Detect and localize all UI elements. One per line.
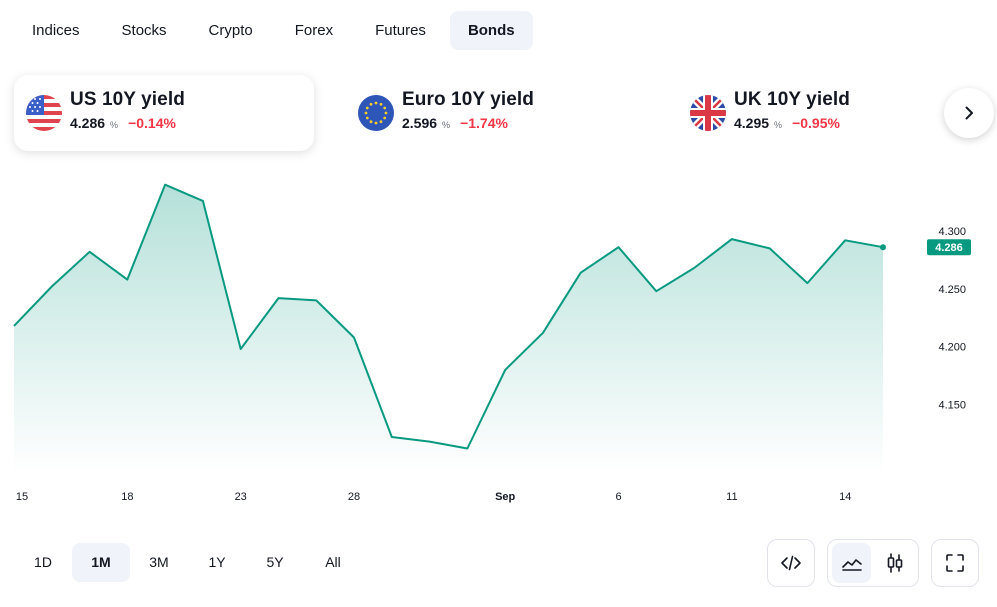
ticker-value: 4.295 [734, 115, 770, 131]
tab-stocks[interactable]: Stocks [121, 22, 167, 39]
carousel-next-button[interactable] [944, 88, 994, 138]
ticker-unit: % [774, 120, 783, 130]
ticker-euro-10y[interactable]: Euro 10Y yield 2.596 % −1.74% [346, 75, 646, 151]
x-tick-label: 11 [726, 491, 737, 503]
tab-forex[interactable]: Forex [294, 22, 334, 39]
uk-flag-icon [690, 95, 726, 131]
market-tabs: Indices Stocks Crypto Forex Futures Bond… [14, 11, 533, 50]
area-chart-button[interactable] [832, 543, 871, 583]
x-tick-label: 15 [16, 491, 28, 503]
x-tick-label: 18 [121, 491, 133, 503]
y-tick-label: 4.250 [938, 284, 966, 296]
data-point [880, 244, 886, 251]
range-3m[interactable]: 3M [149, 554, 169, 570]
range-1y[interactable]: 1Y [208, 554, 226, 570]
candles-chart-button[interactable] [875, 543, 914, 583]
ticker-name: UK 10Y yield [734, 89, 850, 110]
x-tick-label: 28 [348, 491, 360, 503]
ticker-value: 4.286 [70, 115, 106, 131]
ticker-value: 2.596 [402, 115, 438, 131]
chart-style-group [827, 539, 919, 587]
y-tick-label: 4.200 [938, 342, 966, 354]
ticker-name: US 10Y yield [70, 89, 185, 110]
ticker-change: −0.14% [128, 115, 176, 131]
yield-chart[interactable]: 15 18 23 28 Sep 6 11 14 4.300 4.250 4.200 4.150 4.… [0, 0, 997, 530]
series-line [13, 183, 884, 450]
ticker-uk-10y[interactable]: UK 10Y yield 4.295 % −0.95% [678, 75, 954, 151]
range-all[interactable]: All [325, 554, 341, 570]
tab-bonds[interactable]: Bonds [449, 11, 533, 50]
embed-button[interactable] [771, 543, 811, 583]
x-tick-label: 14 [839, 491, 851, 503]
eu-flag-icon [358, 95, 394, 131]
x-tick-label: 23 [235, 491, 247, 503]
ticker-us-10y[interactable]: US 10Y yield 4.286 % −0.14% [14, 75, 314, 151]
range-5y[interactable]: 5Y [266, 554, 284, 570]
ticker-change: −0.95% [792, 115, 840, 131]
fullscreen-tool-group [931, 539, 979, 587]
ticker-name: Euro 10Y yield [402, 89, 534, 110]
tab-futures[interactable]: Futures [375, 22, 426, 39]
range-1d[interactable]: 1D [34, 554, 52, 570]
ticker-unit: % [110, 120, 119, 130]
chevron-right-icon [965, 106, 973, 120]
fullscreen-button[interactable] [935, 543, 975, 583]
ticker-carousel: US 10Y yield 4.286 % −0.14% Euro 10Y yie… [14, 75, 954, 151]
x-tick-label: Sep [495, 491, 515, 503]
embed-tool-group [767, 539, 815, 587]
x-tick-label: 6 [615, 491, 621, 503]
code-embed-icon [781, 555, 801, 571]
area-chart-icon [841, 559, 862, 571]
last-value-badge [927, 239, 971, 256]
fullscreen-icon [946, 554, 964, 572]
tab-indices[interactable]: Indices [32, 22, 80, 39]
candlestick-icon [887, 553, 902, 573]
ticker-unit: % [442, 120, 451, 130]
y-tick-label: 4.150 [938, 400, 966, 412]
range-selector: 1D 1M 3M 1Y 5Y All [14, 543, 362, 582]
tab-crypto[interactable]: Crypto [208, 22, 253, 39]
last-value-label: 4.286 [935, 242, 963, 254]
ticker-change: −1.74% [460, 115, 508, 131]
area-fill [14, 184, 883, 474]
y-tick-label: 4.300 [938, 226, 966, 238]
range-1m[interactable]: 1M [72, 543, 130, 582]
